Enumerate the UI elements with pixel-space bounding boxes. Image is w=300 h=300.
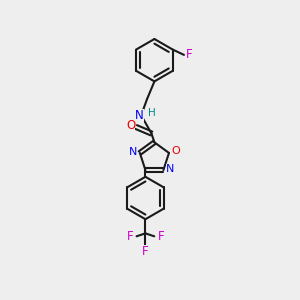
Text: N: N	[135, 109, 144, 122]
Text: O: O	[171, 146, 180, 156]
Text: H: H	[148, 108, 155, 118]
Text: O: O	[126, 119, 136, 132]
Text: F: F	[186, 48, 193, 62]
Text: N: N	[129, 147, 137, 157]
Text: F: F	[158, 230, 164, 243]
Text: N: N	[166, 164, 175, 174]
Text: F: F	[127, 230, 134, 243]
Text: F: F	[142, 244, 149, 257]
